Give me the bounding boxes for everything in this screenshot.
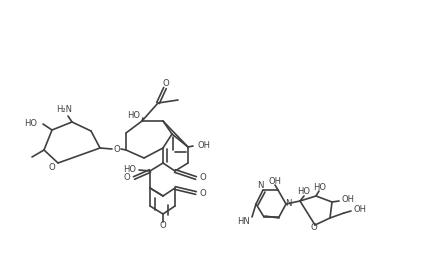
Text: OH: OH [342, 195, 355, 204]
Text: OH: OH [354, 205, 367, 215]
Text: HO: HO [127, 110, 140, 119]
Text: O: O [200, 189, 207, 198]
Text: HO: HO [298, 186, 311, 195]
Text: O: O [311, 224, 317, 232]
Text: HO: HO [123, 165, 136, 174]
Text: H₂N: H₂N [56, 104, 72, 114]
Text: O: O [160, 221, 166, 230]
Text: OH: OH [268, 178, 282, 186]
Text: O: O [162, 79, 170, 89]
Text: O: O [113, 144, 121, 154]
Text: N: N [285, 200, 291, 209]
Text: N: N [257, 181, 263, 190]
Text: HO: HO [24, 119, 37, 128]
Text: O: O [200, 174, 207, 183]
Text: OH: OH [197, 140, 210, 149]
Text: HO: HO [313, 183, 327, 191]
Text: HN: HN [237, 218, 250, 226]
Text: O: O [123, 174, 130, 183]
Text: O: O [49, 164, 55, 173]
